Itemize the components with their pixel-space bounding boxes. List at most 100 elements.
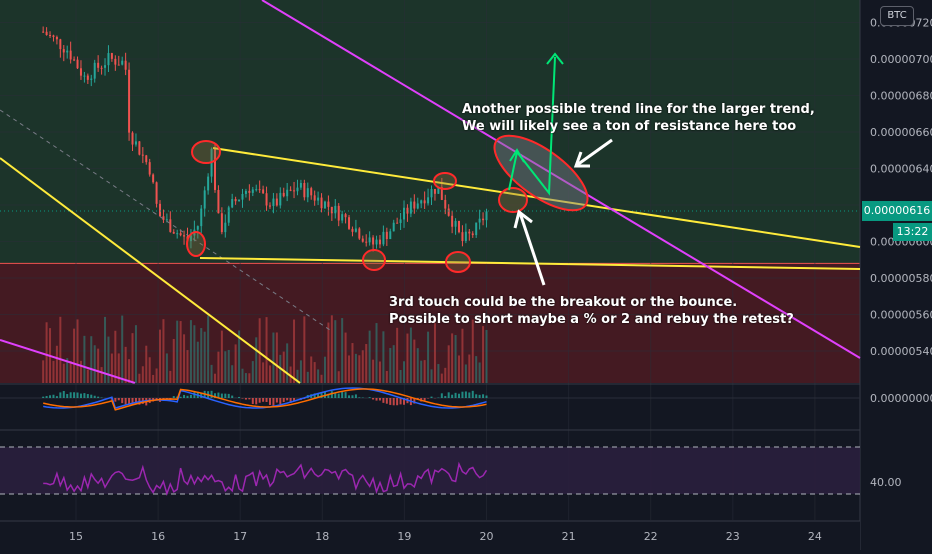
candle-body (444, 200, 446, 209)
price-tick-label: 0.00000580 (870, 272, 932, 285)
macd-histogram-bar (97, 397, 99, 398)
candle-body (207, 177, 209, 191)
candle-body (358, 228, 360, 238)
volume-bar (362, 350, 364, 383)
macd-histogram-bar (345, 392, 347, 398)
candle-body (145, 155, 147, 162)
volume-bar (400, 370, 402, 383)
date-tick-label: 16 (151, 530, 165, 543)
macd-histogram-bar (269, 398, 271, 405)
candle-body (300, 183, 302, 188)
volume-bar (389, 348, 391, 383)
candle-body (286, 190, 288, 196)
volume-bar (410, 328, 412, 383)
volume-bar (382, 331, 384, 383)
macd-histogram-bar (386, 398, 388, 404)
candle-body (410, 202, 412, 214)
candle-body (52, 35, 54, 37)
macd-histogram-bar (472, 391, 474, 398)
macd-histogram-bar (121, 398, 123, 403)
volume-bar (458, 355, 460, 383)
price-tick-label: 0.00000540 (870, 345, 932, 358)
macd-histogram-bar (42, 397, 44, 398)
volume-bar (128, 359, 130, 383)
candle-body (403, 208, 405, 220)
volume-bar (434, 323, 436, 383)
macd-histogram-bar (451, 395, 453, 398)
macd-histogram-bar (262, 398, 264, 402)
macd-histogram-bar (114, 398, 116, 402)
candle-body (324, 202, 326, 209)
volume-bar (482, 326, 484, 383)
volume-bar (314, 362, 316, 383)
candle-body (101, 68, 103, 69)
volume-bar (70, 361, 72, 383)
macd-histogram-bar (279, 398, 281, 404)
volume-bar (190, 320, 192, 383)
macd-histogram-bar (479, 395, 481, 398)
volume-bar (145, 346, 147, 383)
volume-bar (176, 321, 178, 383)
volume-bar (211, 365, 213, 383)
last-price-label: 0.00000616 (862, 201, 932, 221)
macd-histogram-bar (118, 398, 120, 400)
candle-body (293, 190, 295, 191)
candle-body (180, 233, 182, 235)
date-tick-label: 20 (480, 530, 494, 543)
candle-body (114, 59, 116, 65)
candle-body (118, 65, 120, 66)
candle-body (228, 207, 230, 222)
volume-bar (307, 372, 309, 383)
macd-histogram-bar (66, 394, 68, 398)
touch-point-marker (187, 232, 205, 256)
candle-body (396, 223, 398, 224)
candle-body (451, 216, 453, 227)
volume-bar (358, 355, 360, 383)
candle-body (159, 204, 161, 216)
macd-histogram-bar (73, 392, 75, 398)
candle-body (252, 189, 254, 192)
candle-body (369, 237, 371, 242)
candle-body (224, 223, 226, 232)
volume-bar (94, 345, 96, 383)
candle-body (400, 219, 402, 223)
date-tick-label: 17 (233, 530, 247, 543)
candle-body (382, 232, 384, 244)
volume-bar (465, 364, 467, 383)
volume-bar (200, 328, 202, 383)
candle-body (204, 190, 206, 208)
macd-histogram-bar (173, 396, 175, 398)
annotation-third-touch-line2: Possible to short maybe a % or 2 and reb… (389, 311, 794, 328)
macd-histogram-bar (87, 394, 89, 398)
annotation-larger-trend-line1: Another possible trend line for the larg… (462, 101, 815, 118)
macd-histogram-bar (90, 395, 92, 398)
volume-bar (235, 344, 237, 383)
annotation-third-touch-line1: 3rd touch could be the breakout or the b… (389, 294, 737, 311)
candle-body (73, 59, 75, 60)
volume-bar (441, 374, 443, 383)
macd-histogram-bar (59, 392, 61, 398)
volume-bar (444, 368, 446, 383)
candle-body (317, 198, 319, 201)
candle-body (104, 65, 106, 68)
candle-body (290, 190, 292, 191)
macd-histogram-bar (468, 392, 470, 398)
macd-histogram-bar (448, 392, 450, 398)
candle-body (128, 70, 130, 133)
volume-bar (348, 355, 350, 383)
volume-bar (406, 334, 408, 383)
candle-body (413, 202, 415, 209)
volume-bar (142, 366, 144, 383)
candle-body (465, 232, 467, 241)
candle-body (59, 39, 61, 49)
date-tick-label: 24 (808, 530, 822, 543)
macd-histogram-bar (272, 398, 274, 406)
candle-body (296, 188, 298, 192)
macd-histogram-bar (238, 397, 240, 398)
volume-bar (77, 319, 79, 383)
macd-histogram-bar (228, 394, 230, 398)
candle-body (169, 219, 171, 232)
candle-body (272, 199, 274, 206)
macd-histogram-bar (338, 394, 340, 398)
